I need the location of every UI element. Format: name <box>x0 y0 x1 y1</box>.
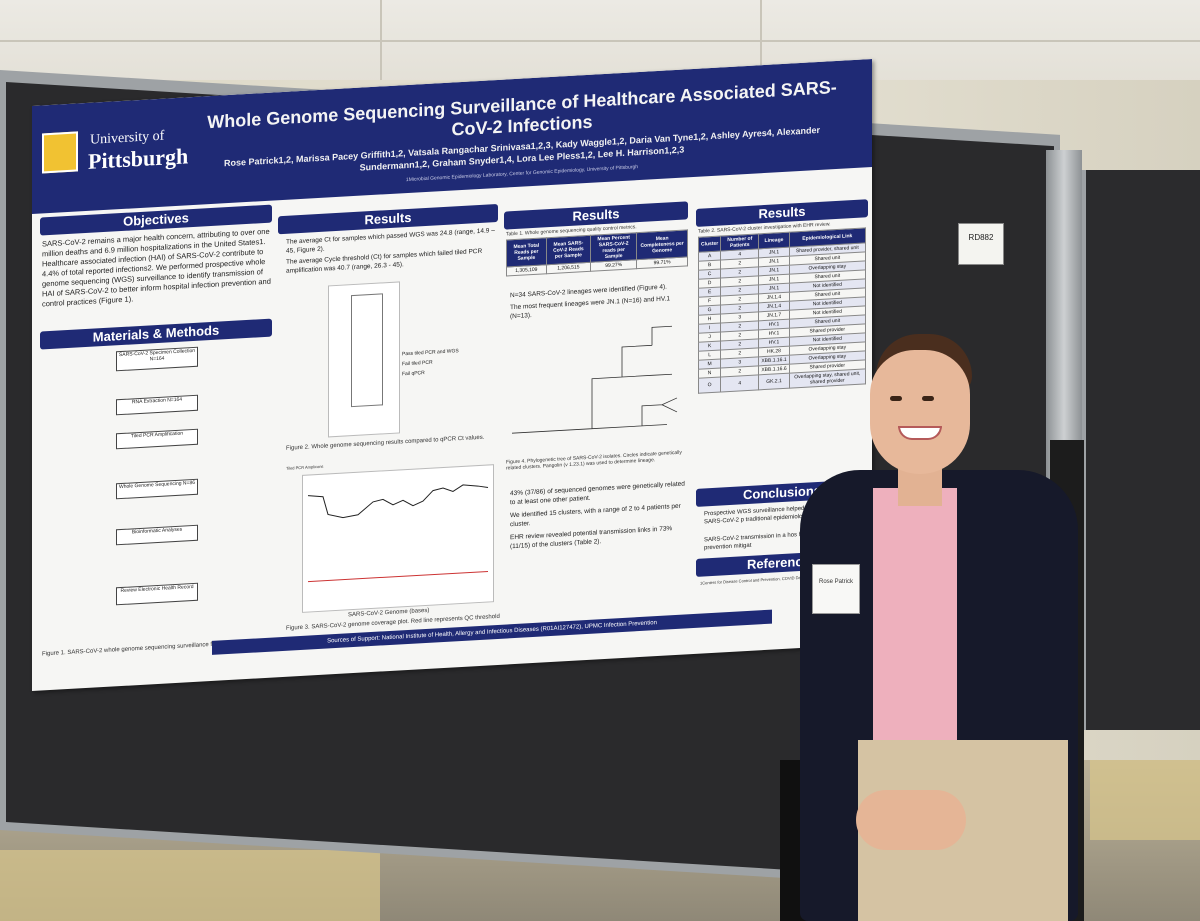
table1-header: Mean Total Reads per Sample <box>506 237 547 267</box>
flow-step-1: SARS-CoV-2 Specimen Collection N=164 <box>116 346 198 372</box>
table1-header: Mean Completeness per Genome <box>636 229 688 260</box>
table2: Cluster Number of Patients Lineage Epide… <box>698 227 866 394</box>
table1-header: Mean Percent SARS-CoV-2 reads per Sample <box>590 232 637 263</box>
table2-cell: 4 <box>720 374 759 392</box>
flow-step-4: Whole Genome Sequencing N=86 <box>116 478 198 500</box>
poster: University of Pittsburgh Whole Genome Se… <box>32 59 872 692</box>
ct-box-plot <box>328 281 400 438</box>
name-badge: Rose Patrick <box>812 564 860 614</box>
person-face <box>870 350 970 474</box>
table1-cell: 99.27% <box>590 259 637 272</box>
table1-header: Mean SARS-CoV-2 Reads per Sample <box>546 235 591 265</box>
phylogenetic-tree-svg <box>512 325 678 434</box>
poster-board-right <box>1080 170 1200 730</box>
coverage-plot-svg <box>307 484 489 583</box>
person-sweater <box>873 488 957 748</box>
university-seal-icon <box>42 131 78 174</box>
qc-threshold-line <box>308 571 488 583</box>
figure2-caption: Figure 2. Whole genome sequencing result… <box>286 434 485 452</box>
coverage-line <box>307 484 489 519</box>
table1-cell: 99.71% <box>636 256 688 269</box>
flow-step-6: Review Electronic Health Record <box>116 582 198 606</box>
tree-branches <box>512 325 678 434</box>
objectives-text: SARS-CoV-2 remains a major health concer… <box>42 226 271 309</box>
coverage-plot <box>302 464 494 613</box>
table1-cell: 1,206,515 <box>546 262 591 274</box>
flow-step-5: Bioinformatic Analyses <box>116 524 198 546</box>
box-plot-box <box>351 293 383 408</box>
table2-header: Cluster <box>698 235 721 253</box>
methods-heading: Materials & Methods <box>40 318 272 350</box>
board-tag: RD882 <box>958 223 1004 265</box>
coverage-amplicons-label: Tiled PCR Amplicons <box>286 463 324 471</box>
person-eye-left <box>890 396 902 401</box>
phylogenetic-tree <box>502 313 688 455</box>
table2-cell: O <box>698 376 721 394</box>
person-eye-right <box>922 396 934 401</box>
table2-body: A 4 JN.1 Shared provider, shared unit B 2 JN.1… <box>698 242 866 394</box>
table2-cell: Overlapping stay, shared unit, shared pr… <box>789 368 866 389</box>
table1-cell: 1,305,109 <box>506 264 547 276</box>
table2-cell: GK.2.1 <box>758 373 790 390</box>
person-hands <box>856 790 966 850</box>
table1: Mean Total Reads per Sample Mean SARS-Co… <box>506 229 688 276</box>
university-name: Pittsburgh <box>88 143 189 174</box>
flow-step-3: Tiled PCR Amplification <box>116 428 198 450</box>
table2-header: Lineage <box>758 232 790 249</box>
legend-fail-qpcr: Fail qPCR <box>402 370 425 378</box>
flow-step-2: RNA Extraction N=164 <box>116 394 198 416</box>
name-badge-text: Rose Patrick <box>818 579 853 585</box>
